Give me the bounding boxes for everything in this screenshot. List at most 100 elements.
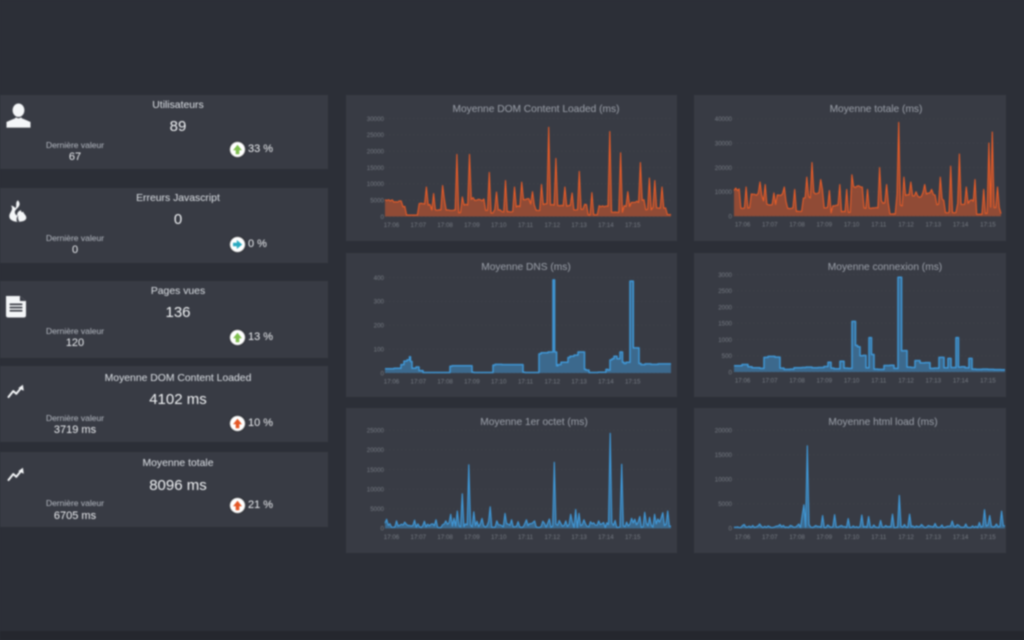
svg-text:17:14: 17:14 <box>953 378 969 385</box>
svg-text:17:07: 17:07 <box>411 222 427 229</box>
svg-text:Moyenne 1er octet (ms): Moyenne 1er octet (ms) <box>480 417 588 428</box>
svg-text:17:10: 17:10 <box>491 534 507 541</box>
svg-text:0: 0 <box>381 370 385 377</box>
svg-text:1500: 1500 <box>718 321 732 328</box>
svg-text:5000: 5000 <box>370 198 384 205</box>
svg-text:17:11: 17:11 <box>518 222 534 229</box>
svg-text:17:06: 17:06 <box>384 379 400 386</box>
svg-text:15000: 15000 <box>367 165 385 172</box>
svg-text:10000: 10000 <box>367 486 385 493</box>
svg-text:17:08: 17:08 <box>789 534 805 541</box>
svg-text:17:06: 17:06 <box>384 222 400 229</box>
svg-text:20000: 20000 <box>715 165 733 172</box>
svg-text:17:11: 17:11 <box>871 534 887 541</box>
svg-text:2000: 2000 <box>718 304 732 311</box>
svg-text:17:12: 17:12 <box>898 222 914 229</box>
svg-text:17:12: 17:12 <box>545 534 561 541</box>
svg-text:17:06: 17:06 <box>735 222 751 229</box>
svg-text:15000: 15000 <box>715 452 733 459</box>
svg-text:40000: 40000 <box>715 116 733 123</box>
svg-text:17:14: 17:14 <box>953 222 969 229</box>
svg-text:100: 100 <box>374 346 385 353</box>
svg-text:17:06: 17:06 <box>735 378 751 385</box>
svg-text:17:10: 17:10 <box>844 222 860 229</box>
svg-text:17:08: 17:08 <box>437 379 453 386</box>
svg-text:17:15: 17:15 <box>625 222 641 229</box>
svg-text:17:09: 17:09 <box>464 379 480 386</box>
svg-text:17:14: 17:14 <box>598 222 614 229</box>
svg-text:3000: 3000 <box>718 272 732 279</box>
svg-text:17:07: 17:07 <box>762 222 778 229</box>
svg-text:17:11: 17:11 <box>871 378 887 385</box>
svg-text:10000: 10000 <box>715 189 733 196</box>
svg-text:20000: 20000 <box>715 428 733 435</box>
svg-text:17:09: 17:09 <box>464 534 480 541</box>
svg-text:17:09: 17:09 <box>817 222 833 229</box>
svg-text:17:13: 17:13 <box>571 534 587 541</box>
svg-text:17:10: 17:10 <box>491 379 507 386</box>
svg-text:17:10: 17:10 <box>491 222 507 229</box>
svg-text:17:12: 17:12 <box>545 222 561 229</box>
svg-text:17:06: 17:06 <box>384 534 400 541</box>
svg-text:17:08: 17:08 <box>789 222 805 229</box>
svg-text:25000: 25000 <box>367 132 385 139</box>
svg-text:17:15: 17:15 <box>625 534 641 541</box>
svg-text:17:07: 17:07 <box>762 534 778 541</box>
svg-text:17:08: 17:08 <box>437 222 453 229</box>
svg-text:30000: 30000 <box>715 140 733 147</box>
svg-text:17:09: 17:09 <box>817 534 833 541</box>
svg-text:15000: 15000 <box>367 467 385 474</box>
svg-text:25000: 25000 <box>367 428 385 435</box>
svg-text:17:07: 17:07 <box>411 379 427 386</box>
svg-text:0: 0 <box>729 214 733 221</box>
svg-text:400: 400 <box>374 275 385 282</box>
svg-text:17:06: 17:06 <box>735 534 751 541</box>
svg-text:0: 0 <box>729 369 733 376</box>
svg-text:20000: 20000 <box>367 447 385 454</box>
svg-text:Moyenne connexion (ms): Moyenne connexion (ms) <box>828 262 942 273</box>
svg-text:17:15: 17:15 <box>980 534 996 541</box>
svg-text:300: 300 <box>374 299 385 306</box>
svg-text:200: 200 <box>374 323 385 330</box>
svg-text:17:14: 17:14 <box>598 534 614 541</box>
svg-text:0: 0 <box>729 526 733 533</box>
svg-text:17:10: 17:10 <box>844 534 860 541</box>
svg-text:17:11: 17:11 <box>518 534 534 541</box>
svg-text:30000: 30000 <box>367 116 385 123</box>
svg-text:Moyenne DOM Content Loaded (ms: Moyenne DOM Content Loaded (ms) <box>452 104 619 115</box>
svg-text:10000: 10000 <box>367 181 385 188</box>
svg-text:17:13: 17:13 <box>926 534 942 541</box>
svg-text:17:15: 17:15 <box>980 378 996 385</box>
svg-text:17:14: 17:14 <box>953 534 969 541</box>
svg-text:17:07: 17:07 <box>762 378 778 385</box>
svg-text:17:11: 17:11 <box>871 222 887 229</box>
svg-text:20000: 20000 <box>367 149 385 156</box>
svg-text:17:10: 17:10 <box>844 378 860 385</box>
svg-text:17:13: 17:13 <box>571 222 587 229</box>
svg-text:Moyenne html load (ms): Moyenne html load (ms) <box>828 417 937 428</box>
svg-text:5000: 5000 <box>370 506 384 513</box>
svg-text:17:12: 17:12 <box>545 379 561 386</box>
svg-text:17:11: 17:11 <box>518 379 534 386</box>
svg-text:5000: 5000 <box>718 501 732 508</box>
svg-text:2500: 2500 <box>718 288 732 295</box>
svg-text:17:13: 17:13 <box>926 378 942 385</box>
svg-text:17:12: 17:12 <box>898 378 914 385</box>
svg-text:Moyenne totale (ms): Moyenne totale (ms) <box>830 104 923 115</box>
svg-text:0: 0 <box>381 214 385 221</box>
svg-text:17:08: 17:08 <box>437 534 453 541</box>
svg-text:500: 500 <box>722 353 733 360</box>
svg-text:17:08: 17:08 <box>789 378 805 385</box>
svg-text:1000: 1000 <box>718 337 732 344</box>
svg-text:17:12: 17:12 <box>898 534 914 541</box>
svg-text:17:07: 17:07 <box>411 534 427 541</box>
svg-text:Moyenne DNS (ms): Moyenne DNS (ms) <box>481 262 570 273</box>
svg-text:17:09: 17:09 <box>464 222 480 229</box>
svg-text:17:14: 17:14 <box>598 379 614 386</box>
svg-text:17:13: 17:13 <box>926 222 942 229</box>
svg-text:17:09: 17:09 <box>817 378 833 385</box>
svg-text:17:15: 17:15 <box>625 379 641 386</box>
svg-text:17:13: 17:13 <box>571 379 587 386</box>
svg-text:0: 0 <box>381 526 385 533</box>
svg-text:17:15: 17:15 <box>980 222 996 229</box>
